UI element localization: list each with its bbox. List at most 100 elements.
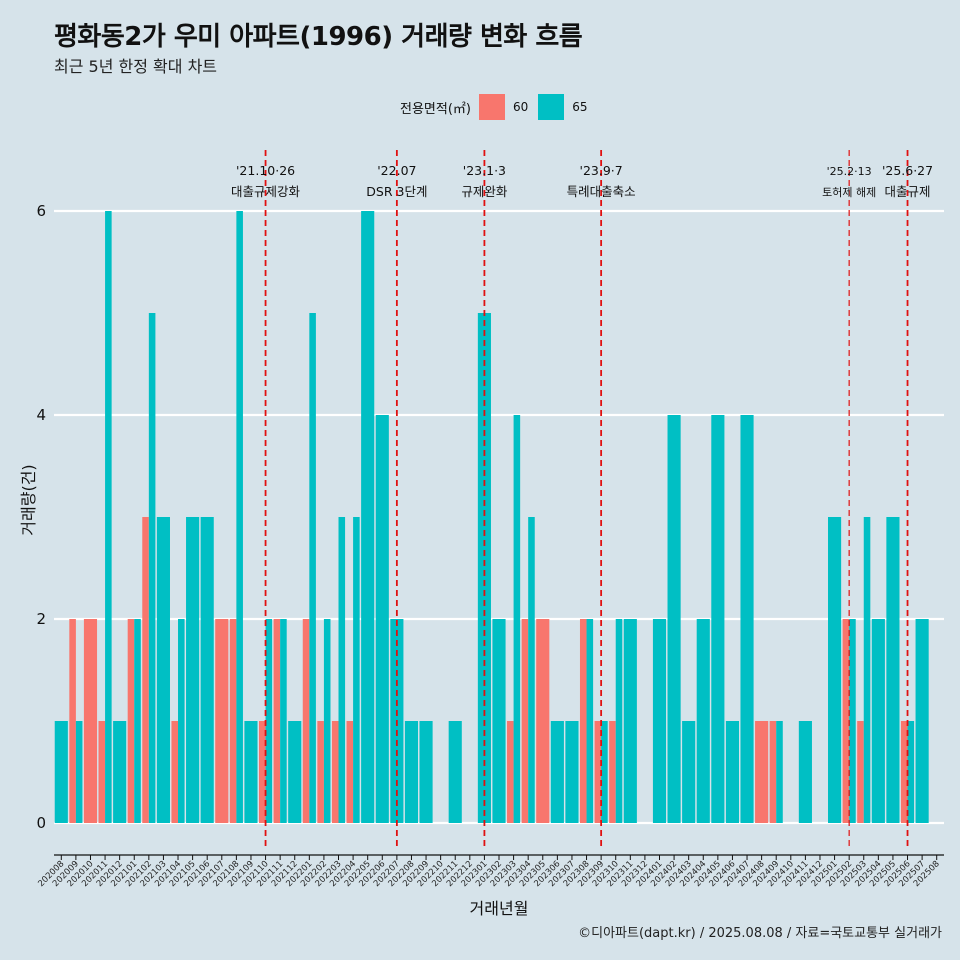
bar-60-202011	[98, 721, 106, 823]
event-date-202309: '23.9·7	[580, 163, 623, 178]
bar-65-202302	[492, 619, 506, 823]
event-label-202309: 특례대출축소	[567, 184, 636, 199]
legend-item-60: 60	[478, 94, 529, 120]
bar-65-202403	[682, 721, 696, 823]
chart-subtitle: 최근 5년 한정 확대 차트	[54, 57, 218, 76]
legend: 전용면적(㎡) 60 65	[400, 92, 598, 122]
bar-60-202110	[258, 721, 266, 823]
bar-60-202303	[507, 721, 514, 823]
legend-label-60: 60	[512, 100, 529, 114]
bar-60-202111	[273, 619, 281, 823]
bar-65-202208	[404, 721, 419, 823]
bar-65-202104	[178, 619, 185, 823]
bar-60-202010	[83, 619, 98, 823]
bar-65-202012	[113, 721, 127, 823]
event-label-202506: 대출규제	[885, 184, 931, 199]
bar-65-202303	[513, 415, 521, 823]
bar-60-202102	[142, 517, 149, 823]
bar-60-202107	[215, 619, 229, 823]
bar-65-202111	[280, 619, 287, 823]
bar-60-202503	[857, 721, 864, 823]
bar-65-202405	[711, 415, 725, 823]
y-axis-title: 거래량(건)	[19, 464, 38, 535]
bar-65-202308	[586, 619, 594, 823]
bar-65-202102	[148, 313, 156, 823]
legend-swatch-60	[478, 94, 505, 120]
bar-65-202311	[623, 619, 637, 823]
event-date-202207: '22.07	[377, 163, 416, 178]
legend-swatch-65	[538, 94, 565, 120]
bar-65-202110	[265, 619, 273, 823]
bar-65-202501	[828, 517, 842, 823]
bar-65-202502	[849, 619, 856, 823]
bar-60-202104	[171, 721, 179, 823]
bar-65-202310	[615, 619, 623, 823]
bar-65-202409	[776, 721, 783, 823]
bar-60-202201	[302, 619, 310, 823]
bar-65-202112	[288, 721, 302, 823]
bar-60-202304	[521, 619, 529, 823]
legend-item-65: 65	[538, 94, 588, 120]
bar-65-202108	[236, 211, 243, 823]
bar-60-202506	[900, 721, 908, 823]
legend-title: 전용면적(㎡)	[400, 101, 471, 117]
bar-65-202402	[667, 415, 681, 823]
bar-65-202201	[309, 313, 316, 823]
bar-65-202009	[75, 721, 83, 823]
bar-65-202203	[338, 517, 346, 823]
event-label-202207: DSR 3단계	[366, 184, 427, 199]
y-tick-label-0: 0	[36, 814, 46, 832]
bar-65-202505	[886, 517, 900, 823]
bar-65-202008	[54, 721, 68, 823]
bar-65-202204	[353, 517, 360, 823]
bar-60-202308	[579, 619, 587, 823]
event-label-202110: 대출규제강화	[231, 184, 301, 199]
y-tick-label-6: 6	[36, 202, 46, 220]
bar-65-202406	[725, 721, 740, 823]
y-tick-label-2: 2	[36, 610, 46, 628]
bar-60-202009	[69, 619, 76, 823]
source-caption: ©디아파트(dapt.kr) / 2025.08.08 / 자료=국토교통부 실…	[578, 926, 942, 941]
bar-65-202407	[740, 415, 754, 823]
bar-65-202202	[323, 619, 331, 823]
bar-65-202301	[477, 313, 491, 823]
bar-65-202211	[448, 721, 462, 823]
bar-65-202503	[863, 517, 871, 823]
bar-65-202401	[652, 619, 667, 823]
bar-65-202506	[907, 721, 915, 823]
x-axis-title: 거래년월	[470, 899, 529, 918]
event-date-202110: '21.10·26	[236, 163, 295, 178]
bar-60-202310	[609, 721, 616, 823]
bar-60-202309	[594, 721, 602, 823]
bar-60-202101	[127, 619, 135, 823]
bar-65-202507	[915, 619, 929, 823]
bar-65-202411	[798, 721, 812, 823]
event-label-202502: 토허제 해제	[822, 185, 876, 199]
bar-65-202109	[244, 721, 258, 823]
bar-60-202408	[755, 721, 769, 823]
bar-65-202105	[186, 517, 200, 823]
bar-65-202206	[375, 415, 389, 823]
bar-65-202011	[105, 211, 112, 823]
bar-60-202202	[317, 721, 324, 823]
event-label-202301: 규제완화	[461, 184, 508, 199]
bar-65-202106	[200, 517, 214, 823]
bar-60-202203	[331, 721, 339, 823]
y-tick-label-4: 4	[36, 406, 46, 424]
bar-60-202409	[769, 721, 777, 823]
bar-60-202502	[842, 619, 850, 823]
event-date-202502: '25.2·13	[827, 165, 872, 178]
bar-65-202205	[361, 211, 375, 823]
chart-title: 평화동2가 우미 아파트(1996) 거래량 변화 흐름	[54, 22, 583, 52]
bar-65-202309	[601, 721, 608, 823]
bar-65-202101	[134, 619, 141, 823]
legend-label-65: 65	[572, 100, 588, 114]
bar-65-202404	[696, 619, 710, 823]
bar-65-202307	[565, 721, 579, 823]
event-date-202506: '25.6·27	[882, 163, 933, 178]
bar-65-202306	[550, 721, 564, 823]
bar-60-202204	[346, 721, 354, 823]
event-date-202301: '23.1·3	[463, 163, 506, 178]
bar-65-202209	[419, 721, 433, 823]
